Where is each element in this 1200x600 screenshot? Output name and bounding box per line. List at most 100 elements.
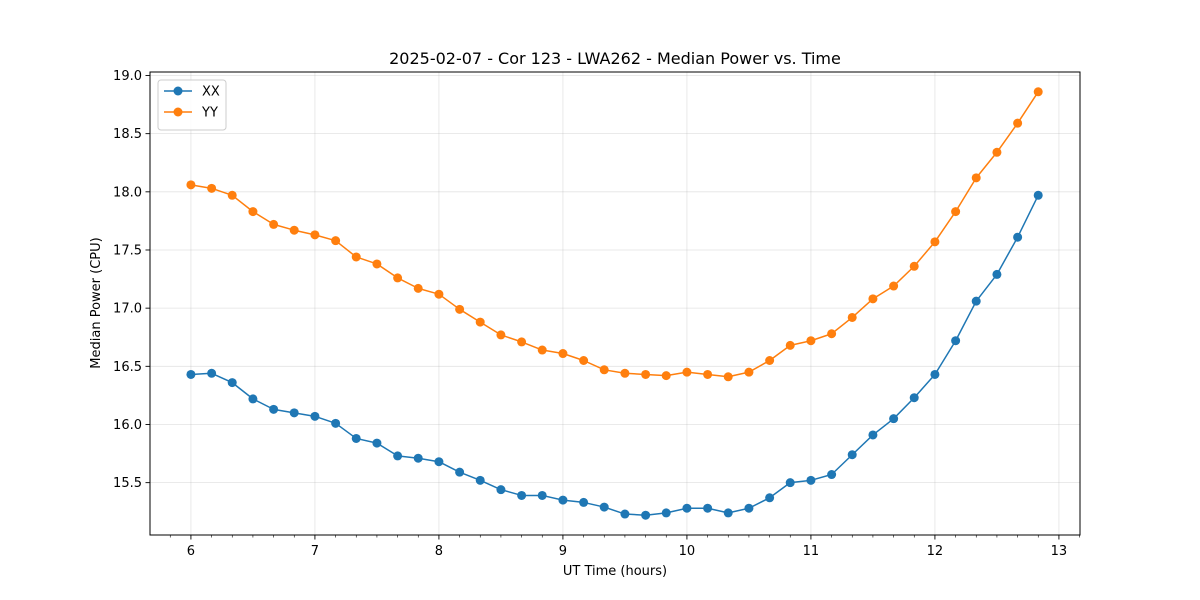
data-point-xx (558, 495, 568, 505)
data-point-xx (434, 457, 444, 467)
legend-swatch-marker (173, 107, 183, 117)
data-point-yy (393, 273, 403, 283)
y-axis-label: Median Power (CPU) (89, 237, 104, 368)
data-point-xx (744, 503, 754, 513)
data-point-xx (413, 453, 423, 463)
data-point-yy (207, 183, 217, 193)
data-point-xx (496, 485, 506, 495)
data-point-xx (455, 467, 465, 477)
data-point-yy (806, 336, 816, 346)
data-point-xx (971, 296, 981, 306)
data-point-yy (703, 369, 713, 379)
data-point-yy (434, 289, 444, 299)
data-point-yy (641, 369, 651, 379)
data-point-xx (331, 418, 341, 428)
legend: XX YY (157, 79, 227, 131)
legend-label: YY (201, 106, 218, 121)
x-tick-label: 10 (679, 544, 696, 559)
data-point-yy (661, 371, 671, 381)
y-tick-label: 19.0 (113, 69, 142, 84)
data-point-xx (393, 451, 403, 461)
data-point-xx (827, 470, 837, 480)
data-point-yy (930, 237, 940, 247)
data-point-yy (744, 367, 754, 377)
data-point-yy (868, 294, 878, 304)
data-point-xx (847, 450, 857, 460)
data-point-xx (806, 475, 816, 485)
data-point-yy (579, 356, 589, 366)
data-point-xx (475, 475, 485, 485)
data-point-yy (1033, 87, 1043, 97)
legend-label: XX (202, 85, 220, 100)
x-tick-label: 8 (435, 544, 443, 559)
chart-title: 2025-02-07 - Cor 123 - LWA262 - Median P… (389, 49, 841, 68)
data-point-yy (475, 317, 485, 327)
data-point-yy (331, 236, 341, 246)
data-point-yy (455, 304, 465, 314)
y-tick-label: 16.0 (113, 418, 142, 433)
data-point-xx (372, 438, 382, 448)
y-tick-label: 16.5 (113, 360, 142, 375)
data-point-yy (951, 207, 961, 217)
data-point-yy (186, 180, 196, 190)
data-point-xx (909, 393, 919, 403)
data-point-xx (703, 503, 713, 513)
x-tick-label: 9 (559, 544, 567, 559)
x-axis-label: UT Time (hours) (563, 564, 667, 579)
data-point-yy (413, 283, 423, 293)
data-point-xx (207, 368, 217, 378)
data-point-yy (248, 207, 258, 217)
data-point-xx (579, 497, 589, 507)
data-point-xx (930, 369, 940, 379)
data-point-xx (289, 408, 299, 418)
data-point-yy (847, 312, 857, 322)
x-tick-label: 7 (311, 544, 319, 559)
data-point-yy (682, 367, 692, 377)
data-point-yy (971, 173, 981, 183)
data-point-yy (599, 365, 609, 375)
data-point-yy (496, 330, 506, 340)
data-point-yy (227, 190, 237, 200)
data-point-xx (889, 414, 899, 424)
data-point-yy (289, 225, 299, 235)
data-point-xx (1013, 232, 1023, 242)
data-point-xx (537, 490, 547, 500)
legend-swatch-marker (173, 86, 183, 96)
data-point-xx (868, 430, 878, 440)
data-point-xx (723, 508, 733, 518)
data-point-xx (517, 490, 527, 500)
grid (150, 72, 1080, 535)
data-point-xx (785, 478, 795, 488)
data-point-xx (641, 510, 651, 520)
data-point-yy (1013, 118, 1023, 128)
data-point-yy (785, 340, 795, 350)
data-point-yy (992, 147, 1002, 157)
data-point-yy (558, 349, 568, 359)
data-point-yy (372, 259, 382, 269)
data-point-yy (765, 356, 775, 366)
data-point-xx (227, 378, 237, 388)
data-point-xx (992, 269, 1002, 279)
y-tick-label: 17.5 (113, 243, 142, 258)
y-tick-label: 18.5 (113, 127, 142, 142)
data-point-xx (186, 369, 196, 379)
x-tick-label: 6 (187, 544, 195, 559)
x-tick-label: 12 (927, 544, 944, 559)
data-point-xx (620, 509, 630, 519)
data-point-xx (310, 411, 320, 421)
data-point-xx (269, 404, 279, 414)
data-point-xx (351, 433, 361, 443)
x-tick-label: 13 (1051, 544, 1068, 559)
data-point-yy (351, 252, 361, 262)
data-point-xx (1033, 190, 1043, 200)
data-point-yy (517, 337, 527, 347)
y-tick-label: 18.0 (113, 185, 142, 200)
data-point-yy (310, 230, 320, 240)
data-point-yy (620, 368, 630, 378)
data-point-xx (248, 394, 258, 404)
data-point-yy (827, 329, 837, 339)
data-point-yy (537, 345, 547, 355)
data-point-yy (269, 219, 279, 229)
plot-frame (149, 71, 1081, 536)
